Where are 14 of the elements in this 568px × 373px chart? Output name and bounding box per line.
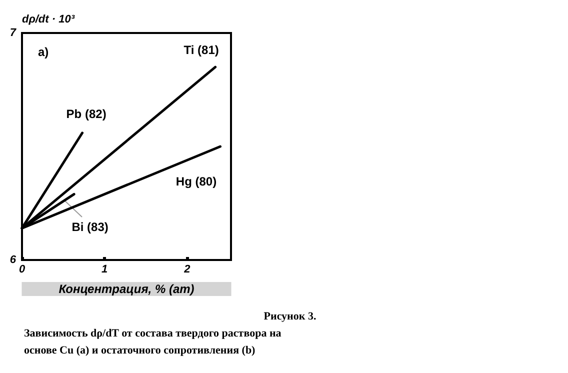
series-label: Ti (81): [184, 43, 219, 58]
x-tick-label: 2: [183, 264, 190, 276]
series-label: Pb (82): [66, 106, 106, 121]
series-label: Hg (80): [176, 174, 217, 188]
text: Зависимость dρ/dT от состава твердого раствора на основе Cu (a) и остаточного сопротивления (b): [24, 328, 284, 356]
y-tick-label: 7: [10, 27, 17, 39]
annotation: a): [38, 45, 49, 59]
x-tick-label: 0: [18, 264, 26, 276]
x-tick-label: 1: [102, 264, 108, 276]
y-tick-label: 6: [10, 254, 17, 266]
y-axis-title: dρ/dt · 10³: [22, 14, 75, 26]
x-axis-title: Концентрация, % (am): [58, 282, 194, 296]
text: Рисунок 3.: [264, 310, 316, 322]
series-label: Bi (83): [72, 220, 108, 234]
